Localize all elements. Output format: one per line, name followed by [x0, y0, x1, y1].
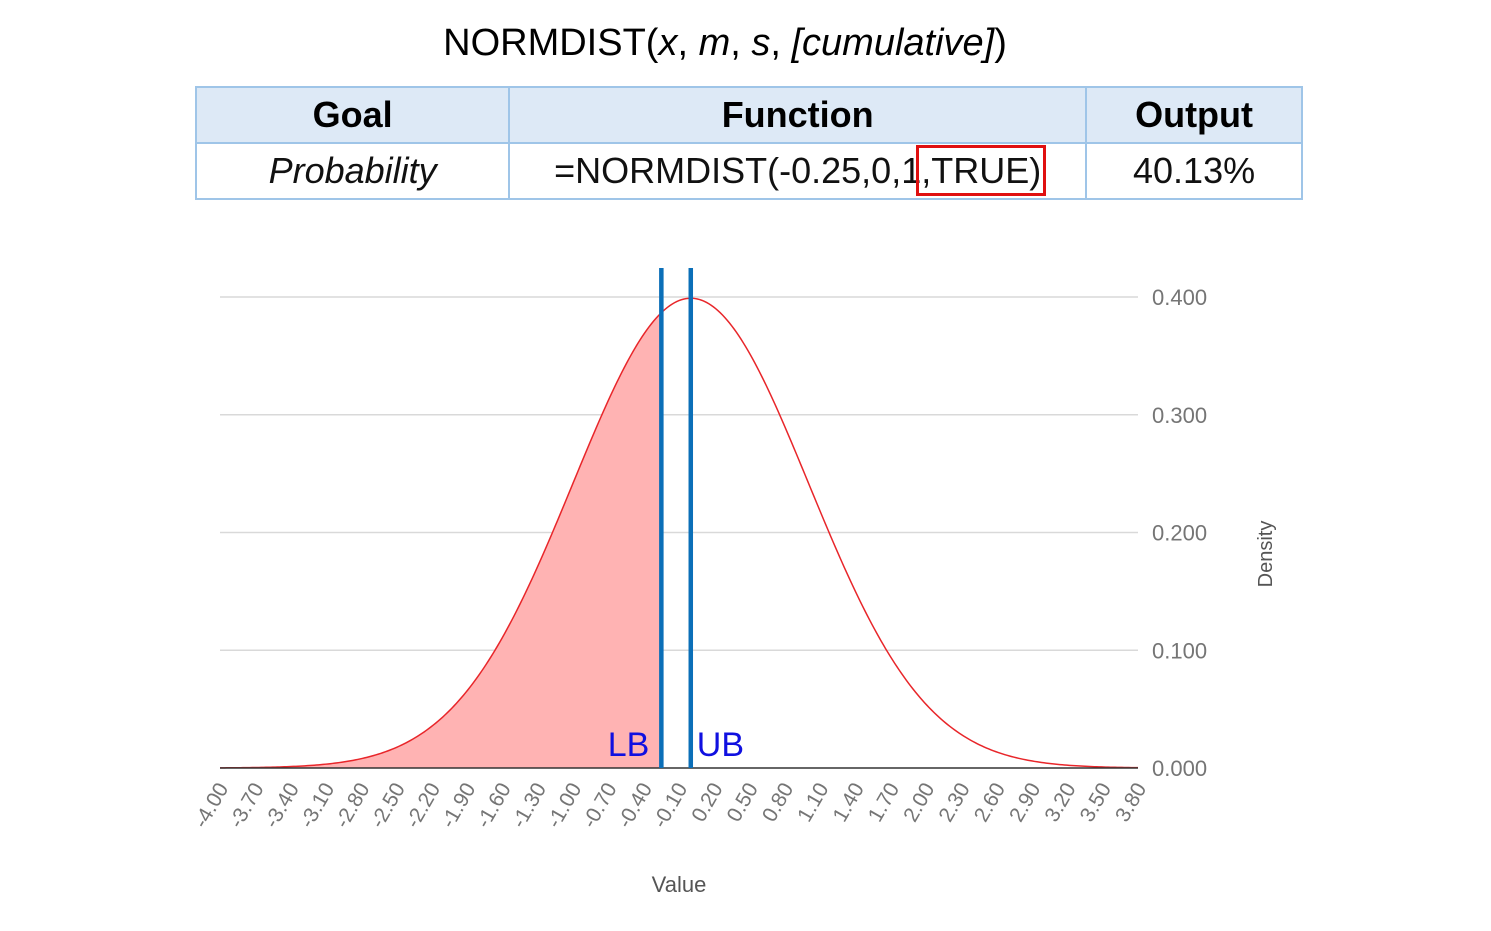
bound-lines: LB UB: [608, 268, 744, 768]
header-output: Output: [1085, 86, 1303, 144]
x-tick-label: -3.70: [225, 779, 269, 832]
bound-label-ub: UB: [697, 726, 744, 764]
x-tick-label: 1.70: [864, 779, 904, 826]
x-tick-label: -1.30: [507, 779, 551, 832]
title-sep-1: ,: [677, 22, 699, 64]
bound-label-lb: LB: [608, 726, 650, 764]
x-tick-label: 0.80: [758, 779, 798, 826]
arg-cumulative: [cumulative]: [791, 22, 995, 64]
x-tick-label: -3.40: [260, 779, 304, 832]
y-axis-label: Density: [1255, 521, 1277, 588]
title-sep-2: ,: [730, 22, 752, 64]
title-sep-3: ,: [770, 22, 792, 64]
x-tick-label: -1.00: [543, 779, 587, 832]
arg-m: m: [698, 22, 731, 64]
x-tick-labels: -4.00-3.70-3.40-3.10-2.80-2.50-2.20-1.90…: [189, 779, 1151, 832]
table-row: Probability =NORMDIST(-0.25,0,1,TRUE) 40…: [194, 142, 1303, 200]
x-tick-label: 3.80: [1111, 779, 1151, 826]
x-tick-label: -1.60: [472, 779, 516, 832]
y-tick-label: 0.300: [1152, 403, 1207, 428]
x-tick-label: 2.60: [970, 779, 1010, 826]
title-prefix: NORMDIST(: [443, 22, 659, 64]
x-tick-label: 2.00: [899, 779, 939, 826]
header-goal: Goal: [194, 86, 511, 144]
function-text: =NORMDIST(-0.25,0,1: [554, 150, 922, 191]
y-tick-label: 0.200: [1152, 521, 1207, 546]
header-function: Function: [508, 86, 1088, 144]
output-cell: 40.13%: [1085, 142, 1303, 200]
x-tick-label: 3.50: [1076, 779, 1116, 826]
function-table: Goal Function Output Probability =NORMDI…: [194, 86, 1303, 200]
table-header-row: Goal Function Output: [194, 86, 1303, 144]
density-curve: [219, 297, 1139, 769]
x-tick-label: -3.10: [295, 779, 339, 832]
x-axis-label: Value: [652, 872, 707, 897]
x-tick-label: 0.20: [687, 779, 727, 826]
x-tick-label: 1.40: [829, 779, 869, 826]
x-tick-label: 0.50: [723, 779, 763, 826]
grid-lines: [220, 296, 1138, 651]
arg-s: s: [751, 22, 771, 64]
x-tick-label: -2.80: [331, 779, 375, 832]
arg-x: x: [658, 22, 678, 64]
x-tick-label: 2.30: [934, 779, 974, 826]
function-cell: =NORMDIST(-0.25,0,1,TRUE): [508, 142, 1088, 200]
x-tick-label: -2.20: [401, 779, 445, 832]
title-suffix: ): [994, 22, 1007, 64]
x-tick-label: 3.20: [1040, 779, 1080, 826]
goal-cell: Probability: [194, 142, 511, 200]
y-tick-label: 0.000: [1152, 756, 1207, 781]
page-title: NORMDIST(x, m, s, [cumulative]): [0, 22, 1450, 65]
y-tick-labels: 0.000 0.100 0.200 0.300 0.400: [1152, 285, 1207, 781]
shaded-area: [220, 312, 662, 768]
x-tick-label: -0.10: [648, 779, 692, 832]
y-tick-label: 0.400: [1152, 285, 1207, 310]
x-tick-label: 2.90: [1005, 779, 1045, 826]
y-tick-label: 0.100: [1152, 638, 1207, 663]
x-tick-label: -0.70: [578, 779, 622, 832]
x-tick-label: -0.40: [613, 779, 657, 832]
x-tick-label: -4.00: [189, 779, 233, 832]
x-tick-label: 1.10: [793, 779, 833, 826]
x-tick-label: -1.90: [437, 779, 481, 832]
x-tick-label: -2.50: [366, 779, 410, 832]
cumulative-highlight: ,TRUE): [916, 145, 1047, 196]
